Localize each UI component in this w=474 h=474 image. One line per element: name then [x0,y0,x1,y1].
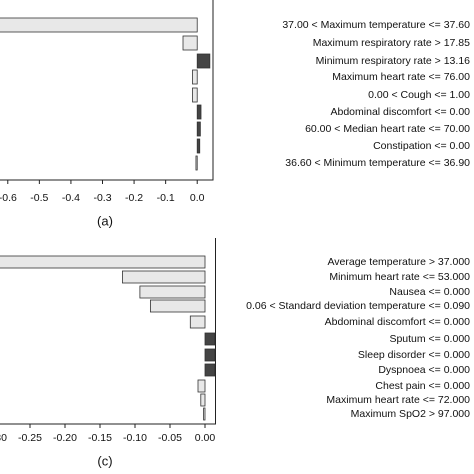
x-tick-label: -0.1 [157,192,175,204]
x-tick-label: -0.25 [18,432,42,444]
feature-label: Chest pain <= 0.000 [375,380,470,392]
feature-label: 60.00 < Median heart rate <= 70.00 [305,123,470,135]
x-tick-label: -0.10 [123,432,147,444]
feature-label: Sputum <= 0.000 [389,333,470,345]
panel-label: (c) [97,453,112,468]
bar [182,35,198,51]
bar [189,315,206,329]
feature-label: Maximum heart rate <= 72.000 [326,394,470,406]
x-tick-label: -0.20 [53,432,77,444]
bar [203,407,206,421]
x-tick-label: -0.4 [62,192,80,204]
bar [122,270,206,284]
bar [0,255,206,269]
x-tick-label: -0.5 [30,192,48,204]
feature-label: Constipation <= 0.00 [373,140,470,152]
feature-label: 36.60 < Minimum temperature <= 36.90 [285,157,470,169]
axes-frame [0,238,216,425]
bar [196,53,211,69]
x-tick-label: -0.3 [93,192,111,204]
feature-label: Maximum respiratory rate > 17.85 [313,37,470,49]
feature-label: 0.06 < Standard deviation temperature <=… [246,300,470,312]
bar [192,87,198,103]
x-tick-label: -0.6 [0,192,17,204]
bar [200,393,206,407]
bar [196,138,201,154]
bar [0,17,198,33]
feature-label: Dyspnoea <= 0.000 [378,364,470,376]
feature-label: 37.00 < Maximum temperature <= 37.60 [282,19,470,31]
feature-label: Minimum heart rate <= 53.000 [329,271,470,283]
panel-label: (a) [97,213,113,228]
bar [195,155,198,171]
feature-label: Abdominal discomfort <= 0.000 [325,316,470,328]
feature-label: Abdominal discomfort <= 0.00 [331,106,471,118]
feature-label: Average temperature > 37.000 [327,256,470,268]
x-tick-label: -0.05 [158,432,182,444]
bar [149,299,206,313]
bar [196,121,201,137]
bar [204,363,216,377]
feature-label: Nausea <= 0.000 [389,286,470,298]
x-tick-label: -0.2 [125,192,143,204]
bar [196,104,202,120]
x-tick-label: -0.30 [0,432,7,444]
bar [204,348,216,362]
x-tick-label: -0.15 [88,432,112,444]
x-tick-label: 0.00 [195,432,216,444]
bar [204,332,216,346]
x-tick-label: 0.0 [190,192,205,204]
bar [139,285,206,299]
feature-label: Maximum heart rate <= 76.00 [332,71,470,83]
bar [192,69,198,85]
feature-label: Sleep disorder <= 0.000 [358,349,470,361]
feature-label: Minimum respiratory rate > 13.16 [316,55,471,67]
feature-label: Maximum SpO2 > 97.000 [351,408,471,420]
feature-label: 0.00 < Cough <= 1.00 [368,89,470,101]
bar [197,379,206,393]
